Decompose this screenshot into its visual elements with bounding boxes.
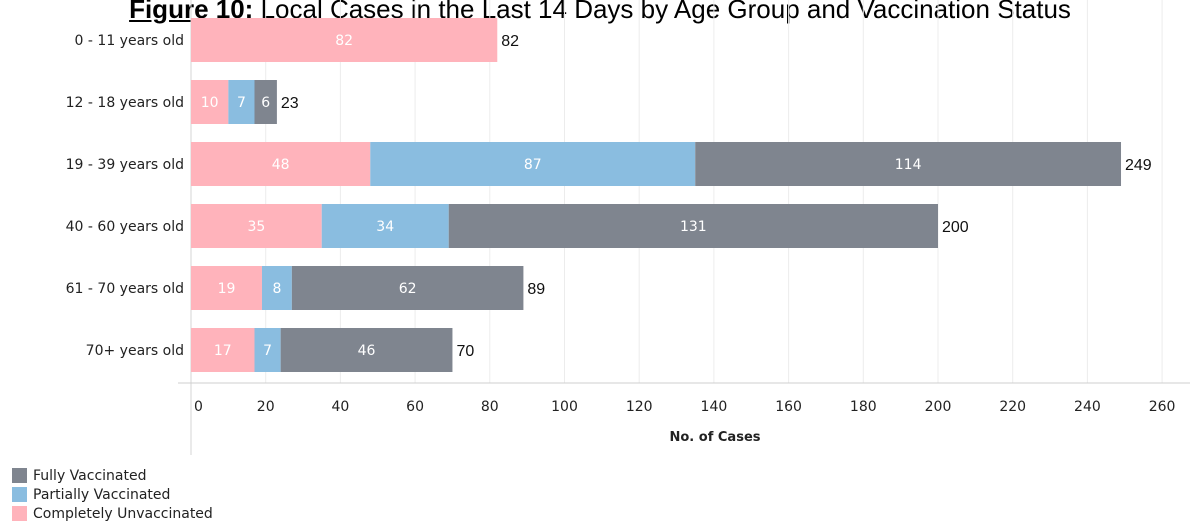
bar-segment (370, 142, 696, 186)
category-label: 40 - 60 years old (66, 219, 184, 235)
segment-value-label: 131 (680, 219, 707, 235)
total-value-label: 249 (1125, 157, 1152, 174)
bar-segment (448, 204, 938, 248)
total-value-label: 200 (942, 219, 969, 236)
x-tick-label: 40 (331, 399, 349, 415)
total-value-label: 70 (456, 343, 474, 360)
category-label: 61 - 70 years old (66, 281, 184, 297)
x-tick-label: 20 (257, 399, 275, 415)
x-tick-label: 140 (701, 399, 728, 415)
x-tick-label: 260 (1149, 399, 1176, 415)
segment-value-label: 48 (272, 157, 290, 173)
segment-value-label: 10 (201, 95, 219, 111)
x-tick-label: 200 (925, 399, 952, 415)
x-tick-label: 160 (775, 399, 802, 415)
legend-swatch (12, 487, 27, 502)
segment-value-label: 114 (895, 157, 922, 173)
segment-value-label: 19 (218, 281, 236, 297)
segment-value-label: 8 (272, 281, 281, 297)
bar-segment (191, 80, 229, 124)
x-tick-label: 240 (1074, 399, 1101, 415)
total-value-label: 82 (501, 33, 519, 50)
bar-segment (191, 18, 498, 62)
segment-value-label: 62 (399, 281, 417, 297)
legend-swatch (12, 468, 27, 483)
x-tick-label: 0 (194, 399, 203, 415)
x-tick-label: 80 (481, 399, 499, 415)
bar-segment (291, 266, 524, 310)
segment-value-label: 7 (237, 95, 246, 111)
legend-label: Fully Vaccinated (33, 467, 147, 484)
bar-segment (321, 204, 449, 248)
legend-item: Completely Unvaccinated (12, 504, 213, 523)
bar-segment (695, 142, 1122, 186)
segment-value-label: 6 (261, 95, 270, 111)
bar-segment (191, 204, 322, 248)
legend-item: Partially Vaccinated (12, 485, 213, 504)
segment-value-label: 82 (335, 33, 353, 49)
category-label: 12 - 18 years old (66, 95, 184, 111)
bar-segment (254, 328, 281, 372)
x-tick-label: 100 (551, 399, 578, 415)
stacked-bar-chart: 0 - 11 years old 82 82 12 - 18 years old 10 7… (66, 0, 1190, 455)
bar-segment (228, 80, 255, 124)
category-label: 19 - 39 years old (66, 157, 184, 173)
x-tick-label: 220 (999, 399, 1026, 415)
legend-label: Completely Unvaccinated (33, 505, 213, 522)
segment-value-label: 17 (214, 343, 232, 359)
bar-segment (191, 266, 262, 310)
category-label: 70+ years old (86, 343, 184, 359)
bar-segment (191, 142, 371, 186)
bar-segment (191, 328, 255, 372)
segment-value-label: 46 (358, 343, 376, 359)
total-value-label: 89 (527, 281, 545, 298)
legend-label: Partially Vaccinated (33, 486, 171, 503)
x-tick-label: 120 (626, 399, 653, 415)
x-tick-label: 180 (850, 399, 877, 415)
segment-value-label: 35 (247, 219, 265, 235)
category-label: 0 - 11 years old (75, 33, 184, 49)
bar-segment (280, 328, 453, 372)
legend-swatch (12, 506, 27, 521)
bar-segment (261, 266, 292, 310)
legend: Fully Vaccinated Partially Vaccinated Comp… (12, 466, 213, 523)
segment-value-label: 34 (376, 219, 394, 235)
x-tick-label: 60 (406, 399, 424, 415)
segment-value-label: 7 (263, 343, 272, 359)
legend-item: Fully Vaccinated (12, 466, 213, 485)
total-value-label: 23 (281, 95, 299, 112)
segment-value-label: 87 (524, 157, 542, 173)
x-axis-title: No. of Cases (670, 430, 761, 445)
bar-segment (254, 80, 277, 124)
